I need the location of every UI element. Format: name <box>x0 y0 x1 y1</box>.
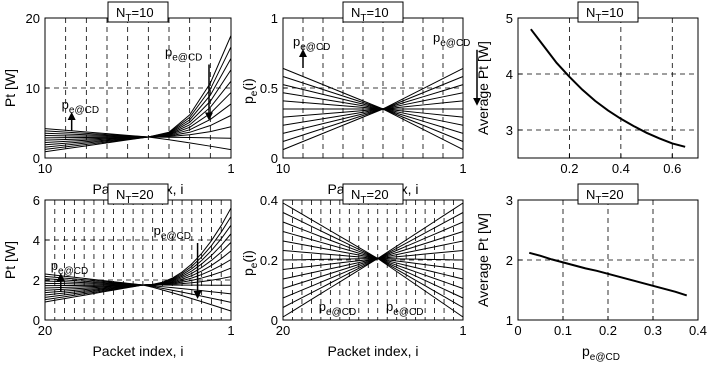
x-tick-label: 0.2 <box>560 161 578 176</box>
subplot-5: pe@CD pe@CD 20 1 0 0.2 0.4 NT=20 Packet index, i… <box>240 183 467 359</box>
title-box <box>342 1 404 23</box>
x-tick-label: 0.3 <box>644 323 662 338</box>
x-tick-label: 20 <box>38 323 52 338</box>
x-tick-label: 0.4 <box>689 323 707 338</box>
x-tick-label: 0.4 <box>612 161 630 176</box>
chart-title: NT=10 <box>116 5 154 24</box>
x-tick-label: 10 <box>276 161 290 176</box>
y-axis-label-group: Average Pt [W] <box>475 41 491 135</box>
series-line <box>528 251 688 297</box>
x-tick-label: 0.2 <box>599 323 617 338</box>
y-axis-label: Average Pt [W] <box>475 41 491 135</box>
y-tick-label: 0.2 <box>260 253 278 268</box>
y-axis-label: Pt [W] <box>2 69 18 107</box>
y-axis-label-group: Average Pt [W] <box>475 213 491 307</box>
series-line <box>282 92 464 126</box>
annotation-label: pe@CD <box>293 34 330 53</box>
y-tick-label: 3 <box>506 123 513 138</box>
y-axis-label-group: pe(i) <box>240 250 260 276</box>
y-axis-label: Average Pt [W] <box>475 213 491 307</box>
annotation-label: pe@CD <box>51 258 88 277</box>
x-tick-label: 1 <box>459 323 466 338</box>
series-line <box>282 100 464 118</box>
title-box <box>107 183 169 205</box>
y-tick-label: 0 <box>33 151 40 166</box>
series-line <box>282 67 464 151</box>
x-tick-label: 0 <box>514 323 521 338</box>
subplot-4: pe@CD pe@CD 20 1 0 2 4 6 NT=20 Packet index, i Pt … <box>2 183 235 359</box>
series-line <box>44 207 232 303</box>
x-tick-label: 0.1 <box>554 323 572 338</box>
x-tick-label: 1 <box>459 161 466 176</box>
series-line <box>282 202 464 318</box>
series-line <box>44 224 232 298</box>
y-tick-label: 20 <box>26 11 40 26</box>
y-tick-label: 6 <box>33 193 40 208</box>
chart-title: NT=20 <box>586 187 624 206</box>
series-line <box>282 84 464 134</box>
series-line <box>530 28 686 148</box>
chart-title: NT=20 <box>116 187 154 206</box>
y-tick-label: 2 <box>33 273 40 288</box>
y-axis-label-group: pe(i) <box>240 78 260 104</box>
series-line <box>44 35 232 153</box>
y-axis-label: Pt [W] <box>2 241 18 279</box>
x-axis-label: Packet index, i <box>92 343 183 359</box>
series-line <box>282 76 464 142</box>
y-tick-label: 0 <box>271 151 278 166</box>
y-tick-label: 10 <box>26 81 40 96</box>
x-axis-label: Packet index, i <box>327 343 418 359</box>
y-tick-label: 0 <box>271 313 278 328</box>
title-box <box>342 183 404 205</box>
series-line <box>282 100 464 118</box>
y-axis-label-group: Pt [W] <box>2 69 18 107</box>
chart-title: NT=10 <box>351 5 389 24</box>
x-tick-label: 1 <box>227 323 234 338</box>
y-tick-label: 3 <box>506 193 513 208</box>
x-tick-label: 1 <box>227 161 234 176</box>
series-line <box>282 84 464 134</box>
x-tick-label: 0.6 <box>663 161 681 176</box>
y-tick-label: 4 <box>506 67 513 82</box>
title-box <box>107 1 169 23</box>
y-tick-label: 0.4 <box>260 193 278 208</box>
series-line <box>282 92 464 126</box>
y-tick-label: 5 <box>506 11 513 26</box>
series-line <box>282 67 464 151</box>
annotation-label: pe@CD <box>433 30 470 49</box>
y-tick-label: 4 <box>33 233 40 248</box>
x-tick-label: 20 <box>276 323 290 338</box>
title-box <box>577 183 639 205</box>
y-tick-label: 1 <box>271 11 278 26</box>
chart-title: NT=20 <box>351 187 389 206</box>
annotation-label: pe@CD <box>386 299 423 318</box>
annotation-label: pe@CD <box>62 97 99 116</box>
x-tick-label: 10 <box>38 161 52 176</box>
subplot-6: 0 0.1 0.2 0.3 0.4 1 2 3 NT=20 pe@CD Average Pt [W] <box>475 183 707 363</box>
plot-frame <box>517 17 699 159</box>
y-tick-label: 1 <box>506 313 513 328</box>
y-axis-label-group: Pt [W] <box>2 241 18 279</box>
y-axis-label: pe(i) <box>240 78 260 104</box>
annotation-label: pe@CD <box>165 45 202 64</box>
y-tick-label: 0.5 <box>260 81 278 96</box>
series-line <box>282 76 464 142</box>
title-box <box>577 1 639 23</box>
y-tick-label: 2 <box>506 253 513 268</box>
y-tick-label: 0 <box>33 313 40 328</box>
y-axis-label: pe(i) <box>240 250 260 276</box>
annotation-label: pe@CD <box>319 299 356 318</box>
chart-title: NT=10 <box>586 5 624 24</box>
annotation-label: pe@CD <box>154 223 191 242</box>
x-axis-label: pe@CD <box>582 343 620 363</box>
